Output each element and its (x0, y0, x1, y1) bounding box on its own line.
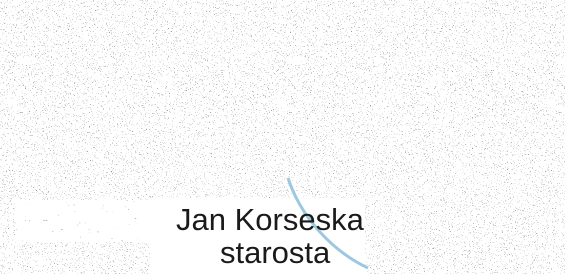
page: {"caption": {"name": "Jan Korseska", "ro… (0, 0, 565, 274)
screenshot: Jan Korseska starosta (0, 0, 565, 274)
caption-name: Jan Korseska (176, 202, 365, 237)
caption-role: starosta (220, 235, 331, 270)
noise-patch (15, 200, 150, 242)
